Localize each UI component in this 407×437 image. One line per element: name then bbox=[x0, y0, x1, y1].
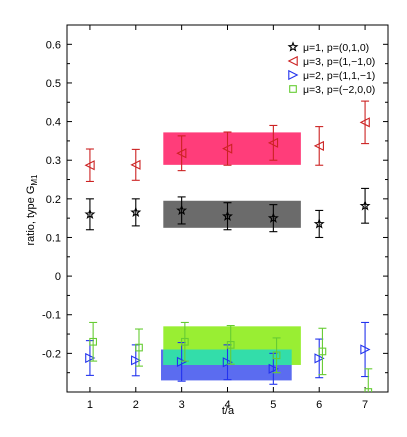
data-marker bbox=[135, 343, 143, 352]
data-marker bbox=[130, 206, 142, 218]
data-marker bbox=[267, 212, 279, 223]
data-marker bbox=[360, 344, 371, 355]
y-axis-title: ratio, type GM1 bbox=[25, 174, 39, 246]
band-series-1 bbox=[163, 200, 301, 228]
data-marker bbox=[131, 355, 142, 366]
data-marker bbox=[226, 341, 235, 349]
data-marker bbox=[272, 351, 281, 360]
legend: μ=1, p=(0,1,0) μ=3, p=(1,−1,0) μ=2, p=(1,1… bbox=[287, 41, 375, 96]
data-marker bbox=[176, 356, 188, 367]
data-marker bbox=[89, 337, 97, 346]
x-tick-label: 1 bbox=[87, 399, 93, 411]
x-tick-label: 6 bbox=[316, 399, 322, 411]
data-marker bbox=[85, 352, 96, 364]
data-marker bbox=[130, 159, 141, 170]
y-tick-label: 0.2 bbox=[46, 194, 61, 206]
y-axis-title-sub: M1 bbox=[30, 174, 39, 186]
y-tick-label: 0.6 bbox=[46, 39, 61, 51]
data-marker bbox=[181, 337, 189, 346]
data-marker bbox=[313, 140, 324, 152]
data-marker bbox=[222, 143, 233, 154]
data-marker bbox=[267, 137, 279, 148]
legend-marker-3 bbox=[288, 69, 299, 81]
points-clipped bbox=[84, 100, 373, 392]
y-tick-label: -0.2 bbox=[42, 348, 61, 360]
x-tick-label: 7 bbox=[362, 399, 368, 411]
x-tick-label: 5 bbox=[270, 399, 276, 411]
data-marker bbox=[222, 210, 233, 221]
data-marker bbox=[359, 117, 370, 128]
x-axis-title: t/a bbox=[222, 405, 235, 417]
legend-label-2: μ=3, p=(1,−1,0) bbox=[303, 56, 375, 68]
legend-marker-2 bbox=[287, 55, 298, 67]
series-3 bbox=[85, 321, 371, 385]
data-marker bbox=[359, 200, 371, 211]
data-marker bbox=[84, 160, 95, 171]
y-tick-label: 0 bbox=[55, 271, 61, 283]
data-marker bbox=[84, 208, 96, 219]
data-marker bbox=[318, 347, 327, 356]
y-tick-label: 0.4 bbox=[46, 117, 61, 129]
data-marker bbox=[314, 353, 325, 364]
legend-label-1: μ=1, p=(0,1,0) bbox=[303, 42, 369, 54]
legend-marker-4 bbox=[289, 85, 297, 93]
legend-label-4: μ=3, p=(−2,0,0) bbox=[303, 84, 375, 96]
x-tick-label: 2 bbox=[133, 399, 139, 411]
data-points bbox=[84, 100, 373, 392]
data-marker bbox=[364, 388, 373, 392]
data-marker bbox=[176, 204, 188, 216]
legend-marker-1 bbox=[287, 41, 299, 52]
x-tick-label: 4 bbox=[224, 399, 230, 411]
y-tick-label: -0.1 bbox=[42, 310, 61, 322]
y-axis-title-main: ratio, type G bbox=[25, 186, 37, 246]
series-1 bbox=[84, 187, 371, 239]
y-tick-label: 0.5 bbox=[46, 78, 61, 90]
y-tick-label: 0.3 bbox=[46, 155, 61, 167]
y-tick-label: 0.1 bbox=[46, 232, 61, 244]
series-4 bbox=[89, 321, 373, 392]
x-tick-label: 3 bbox=[179, 399, 185, 411]
legend-label-3: μ=2, p=(1,1,−1) bbox=[303, 70, 375, 82]
axis-ticks: 1 2 3 4 5 6 7 -0.2 -0.1 0 0.1 0.2 0.3 0.4 0.5 0.6 bbox=[42, 24, 388, 411]
data-marker bbox=[268, 363, 279, 374]
series-2 bbox=[84, 100, 370, 183]
data-marker bbox=[176, 148, 187, 159]
data-marker bbox=[313, 218, 325, 229]
